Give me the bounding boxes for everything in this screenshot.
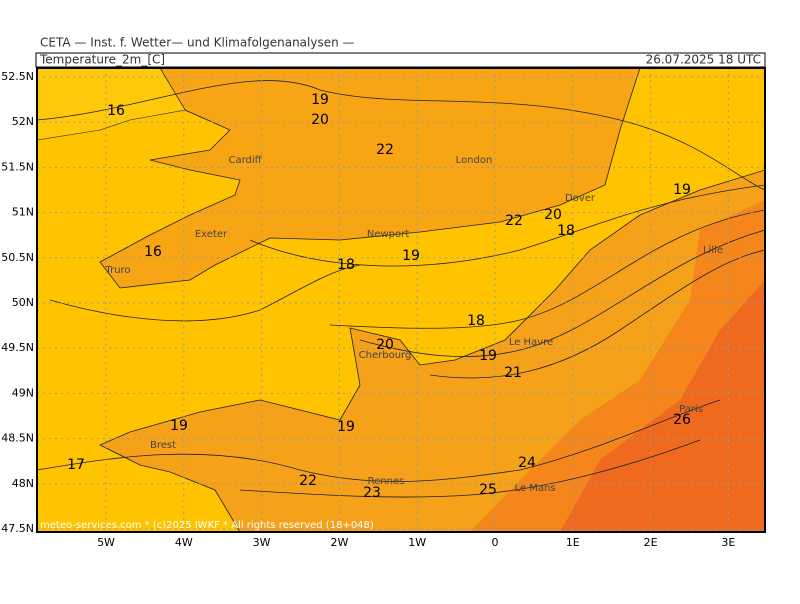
contour-label: 19 xyxy=(479,348,497,364)
lat-label: 51N xyxy=(12,206,34,219)
contour-label: 22 xyxy=(299,473,317,489)
lon-label: 3W xyxy=(253,536,271,549)
contour-label: 18 xyxy=(557,223,575,239)
lat-label: 52N xyxy=(12,115,34,128)
city-label: Rennes xyxy=(368,476,405,487)
lat-label: 48.5N xyxy=(1,432,34,445)
contour-label: 20 xyxy=(311,112,329,128)
lon-label: 2E xyxy=(644,536,658,549)
map-area xyxy=(36,67,766,533)
city-label: Paris xyxy=(679,404,703,415)
lat-label: 49N xyxy=(12,386,34,399)
map-frame xyxy=(36,67,766,533)
contour-label: 20 xyxy=(376,337,394,353)
lon-label: 4W xyxy=(175,536,193,549)
lat-label: 49.5N xyxy=(1,341,34,354)
city-label: Cardiff xyxy=(228,155,262,166)
contour-label: 26 xyxy=(673,412,691,428)
contour-label: 16 xyxy=(144,244,162,260)
contour-label: 19 xyxy=(402,248,420,264)
contour-label: 19 xyxy=(170,418,188,434)
title: Temperature_2m_[C] xyxy=(39,53,165,67)
city-label: Cherbourg xyxy=(359,350,412,361)
contour-label: 24 xyxy=(518,455,536,471)
contour-label: 18 xyxy=(337,257,355,273)
contour-label: 23 xyxy=(363,485,381,501)
date: 26.07.2025 18 UTC xyxy=(646,53,761,67)
city-label: Truro xyxy=(104,265,130,276)
lat-label: 51.5N xyxy=(1,160,34,173)
contour-label: 19 xyxy=(673,182,691,198)
city-label: Le Havre xyxy=(509,337,553,348)
lon-label: 3E xyxy=(721,536,735,549)
contour-label: 19 xyxy=(337,419,355,435)
contour-label: 21 xyxy=(504,365,522,381)
city-label: Exeter xyxy=(195,229,228,240)
lon-label: 2W xyxy=(330,536,348,549)
contour-label: 17 xyxy=(67,457,85,473)
lon-label: 5W xyxy=(97,536,115,549)
lon-label: 0 xyxy=(492,536,499,549)
lat-label: 47.5N xyxy=(1,522,34,535)
contour-label: 19 xyxy=(311,92,329,108)
lat-label: 50N xyxy=(12,296,34,309)
city-label: Lille xyxy=(703,245,723,256)
contour-label: 22 xyxy=(505,213,523,229)
city-label: London xyxy=(456,155,493,166)
lon-label: 1W xyxy=(408,536,426,549)
institute: CETA — Inst. f. Wetter— und Klimafolgena… xyxy=(40,36,355,50)
city-label: Le Mans xyxy=(514,483,555,494)
lat-label: 52.5N xyxy=(1,70,34,83)
city-label: Dover xyxy=(565,193,596,204)
contour-label: 18 xyxy=(467,313,485,329)
lat-label: 50.5N xyxy=(1,251,34,264)
england xyxy=(99,67,641,289)
contour-label: 25 xyxy=(479,482,497,498)
contour-label: 20 xyxy=(544,207,562,223)
lon-label: 1E xyxy=(566,536,580,549)
footer: meteo-services.com * (c)2025 IWKF * All … xyxy=(40,520,374,531)
lat-label: 48N xyxy=(12,477,34,490)
contour-label: 22 xyxy=(376,142,394,158)
city-label: Brest xyxy=(150,440,176,451)
city-label: Newport xyxy=(367,229,409,240)
isotherms xyxy=(36,80,766,498)
contour-label: 16 xyxy=(107,103,125,119)
